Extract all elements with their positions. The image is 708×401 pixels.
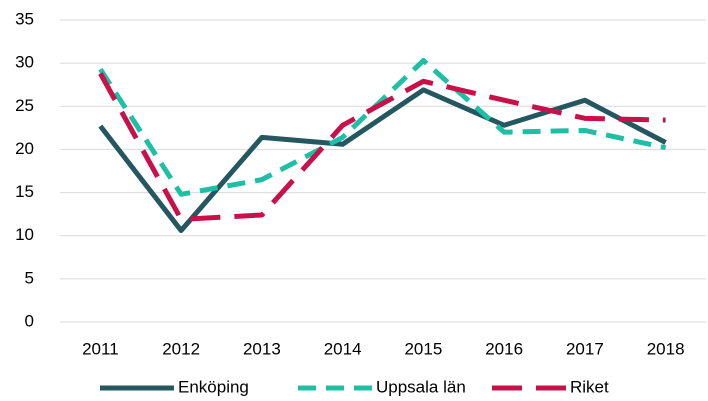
x-tick-label: 2017 <box>566 339 604 358</box>
legend-label: Riket <box>570 377 609 396</box>
x-tick-label: 2013 <box>243 339 281 358</box>
x-tick-label: 2012 <box>162 339 200 358</box>
y-tick-label: 10 <box>15 225 34 244</box>
y-tick-label: 0 <box>25 311 34 330</box>
legend-label: Enköping <box>178 377 249 396</box>
legend-label: Uppsala län <box>376 377 466 396</box>
series-line <box>98 58 667 197</box>
series-line <box>98 87 667 234</box>
y-tick-label: 25 <box>15 96 34 115</box>
x-tick-label: 2014 <box>324 339 362 358</box>
x-tick-label: 2018 <box>647 339 685 358</box>
y-tick-label: 35 <box>15 9 34 28</box>
x-tick-label: 2016 <box>485 339 523 358</box>
y-tick-label: 30 <box>15 53 34 72</box>
y-tick-label: 20 <box>15 139 34 158</box>
x-tick-label: 2015 <box>404 339 442 358</box>
y-tick-label: 15 <box>15 182 34 201</box>
series-line <box>98 72 666 222</box>
y-tick-label: 5 <box>25 268 34 287</box>
x-tick-label: 2011 <box>82 339 119 358</box>
